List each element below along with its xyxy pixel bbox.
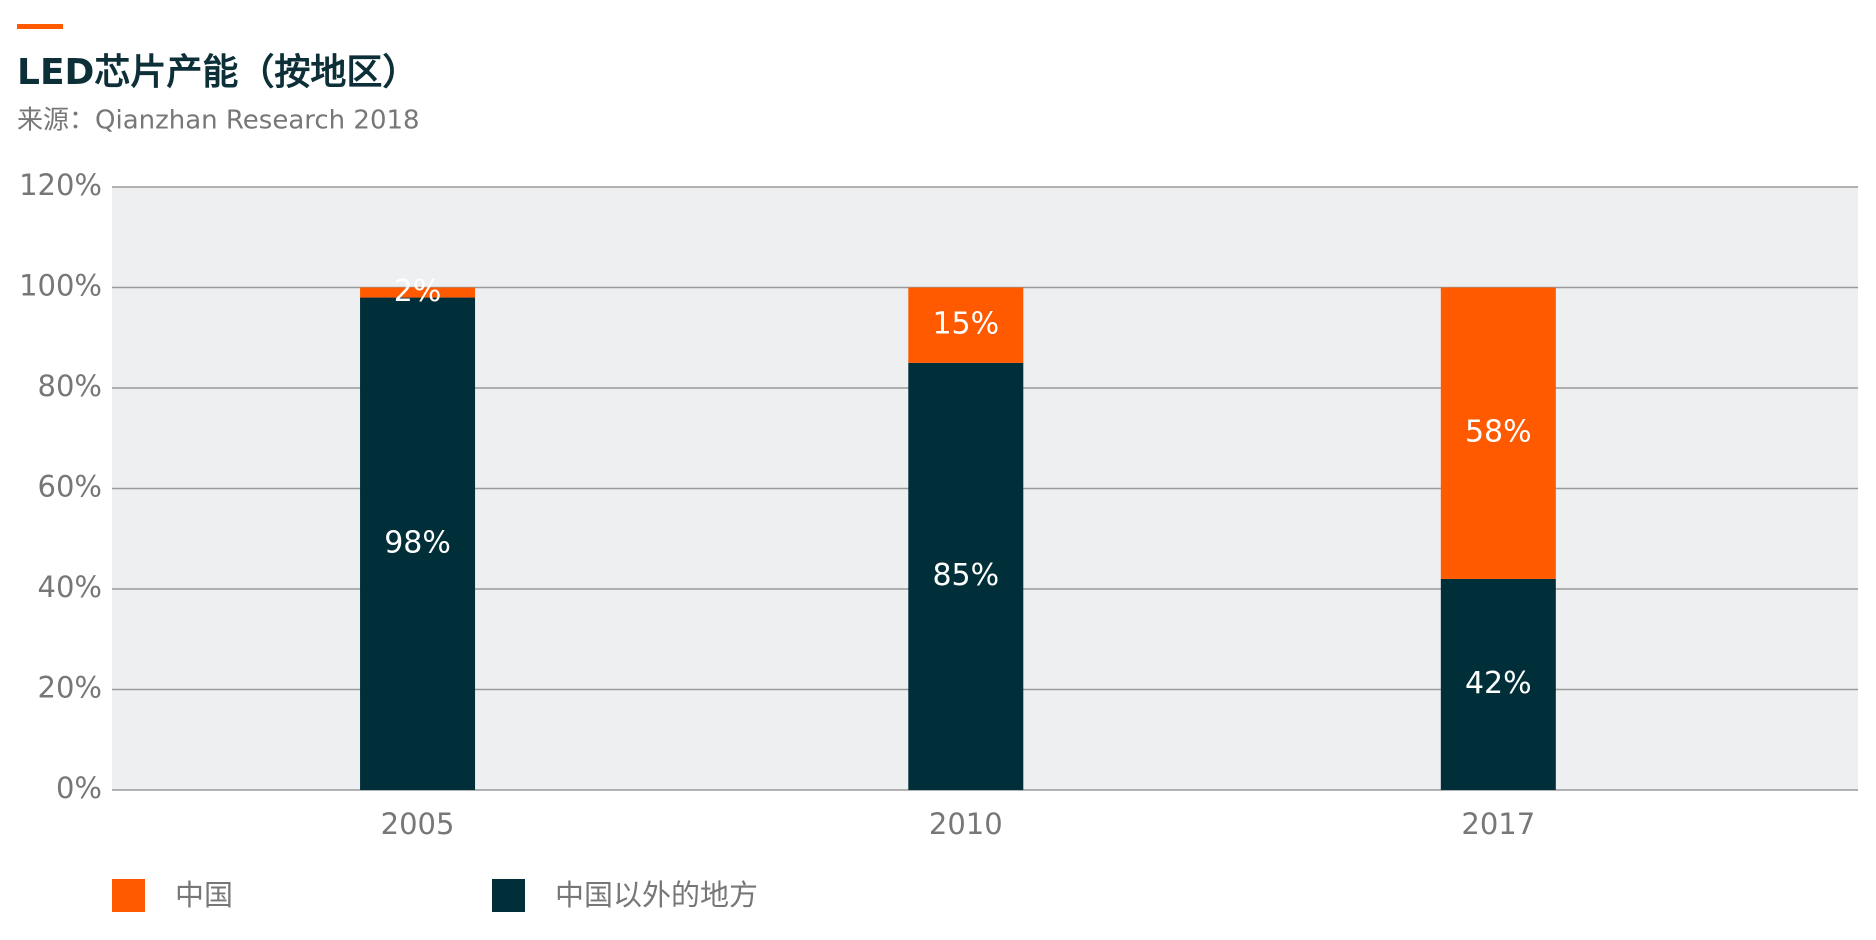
data-label: 58% [1465, 415, 1532, 450]
bar-segment [908, 287, 1024, 363]
data-label: 98% [384, 525, 451, 560]
x-tick-label: 2005 [381, 807, 455, 841]
y-tick-label: 80% [38, 369, 102, 403]
data-label: 2% [394, 274, 442, 309]
legend-swatch [492, 879, 525, 912]
y-tick-label: 40% [38, 570, 102, 604]
bar-segment [1440, 287, 1556, 579]
legend-swatch [112, 879, 145, 912]
data-label: 15% [932, 307, 999, 342]
bar-segment [360, 297, 476, 790]
legend-label: 中国以外的地方 [555, 878, 758, 912]
data-label: 42% [1465, 666, 1532, 701]
bar-segment [360, 287, 476, 298]
title-accent [17, 24, 63, 29]
chart-title: LED芯片产能（按地区） [17, 52, 418, 93]
y-tick-label: 20% [38, 671, 102, 705]
y-tick-label: 0% [56, 771, 102, 805]
bar-segment [908, 362, 1024, 790]
data-label: 85% [932, 558, 999, 593]
y-tick-label: 100% [19, 269, 102, 303]
x-tick-label: 2017 [1461, 807, 1535, 841]
bar-segment [1440, 578, 1556, 790]
y-tick-label: 60% [38, 470, 102, 504]
x-tick-label: 2010 [929, 807, 1003, 841]
y-tick-label: 120% [19, 168, 102, 202]
legend-label: 中国 [175, 878, 233, 912]
chart-subtitle: 来源：Qianzhan Research 2018 [17, 106, 420, 136]
